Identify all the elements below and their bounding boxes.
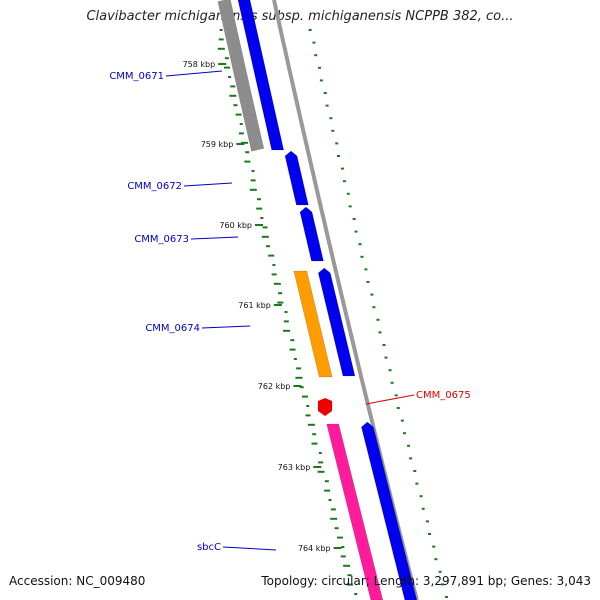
gene-cmm-0675[interactable] [318,398,332,416]
gene-labels[interactable]: CMM_0671 CMM_0672 CMM_0673 CMM_0674 CMM_0675… [109,70,471,553]
gc-skew-track [217,29,449,598]
gene-forward-lower[interactable] [361,421,418,600]
accession-text: Accession: NC_009480 [9,574,146,588]
gene-label[interactable]: CMM_0672 [127,181,182,192]
kbp-tick-label: 762 kbp [258,382,291,391]
gene-label[interactable]: CMM_0673 [134,234,189,245]
gene-cmm-0672[interactable] [284,150,309,206]
gene-leader-line [183,182,233,187]
topology-text: Topology: circular; Length: 3,297,891 bp… [261,574,591,588]
gene-sbcc[interactable] [326,423,384,600]
kbp-tick-label: 761 kbp [238,301,271,310]
gene-track[interactable] [237,0,418,600]
kbp-tick-label: 758 kbp [183,60,216,69]
gene-label[interactable]: CMM_0675 [416,390,471,401]
upstream-feature-bar [217,0,265,152]
gene-leader-line [190,236,239,240]
gene-leader-line [365,394,415,405]
gene-label[interactable]: sbcC [197,542,221,553]
kbp-tick-label: 759 kbp [201,140,234,149]
gene-leader-line [165,70,223,77]
gene-label[interactable]: CMM_0671 [109,71,164,82]
backbone-line [272,0,419,600]
kbp-ruler: 758 kbp 759 kbp 760 kbp 761 kbp 762 kbp 763 k… [183,60,342,553]
gene-leader-line [222,546,277,551]
gene-cmm-0671[interactable] [237,0,284,151]
gene-cmm-0674[interactable] [293,270,333,378]
gene-leader-line [201,325,251,329]
kbp-tick-label: 763 kbp [278,463,311,472]
gene-cmm-0673b[interactable] [318,267,356,377]
map-title: Clavibacter michiganensis subsp. michiga… [86,9,514,24]
gene-label[interactable]: CMM_0674 [145,323,200,334]
gene-cmm-0673[interactable] [299,206,324,262]
kbp-tick-label: 764 kbp [298,544,331,553]
kbp-tick-label: 760 kbp [219,221,252,230]
